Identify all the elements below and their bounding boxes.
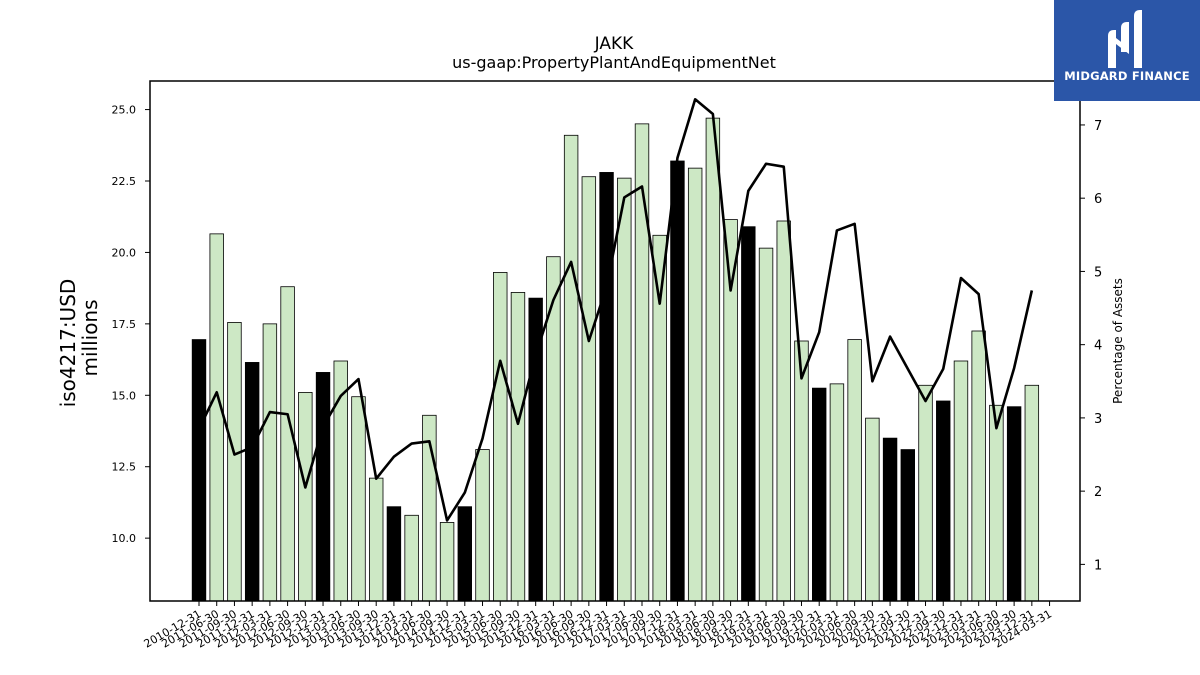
- left-axis: 10.0 12.5 15.0 17.5 20.0 22.5 25.0: [112, 104, 150, 545]
- y-tick-label: 12.5: [112, 461, 137, 474]
- bar-quarterly: [705, 117, 721, 602]
- bar-quarterly: [776, 220, 791, 602]
- y2-tick-label: 7: [1094, 119, 1102, 134]
- bar-quarterly: [758, 247, 774, 602]
- y-tick-label: 25.0: [112, 104, 137, 117]
- bar-quarterly: [953, 360, 969, 602]
- y-axis-unit-label: millions: [78, 299, 102, 376]
- bar-quarterly: [563, 134, 579, 602]
- y-axis-label: iso4217:USD: [56, 279, 80, 408]
- bar-quarterly: [404, 514, 419, 602]
- bar-quarterly: [847, 339, 862, 602]
- bar-annual: [315, 372, 331, 602]
- bar-annual: [386, 506, 402, 602]
- y2-axis-label: Percentage of Assets: [1111, 278, 1125, 404]
- bar-quarterly: [262, 323, 278, 602]
- y2-tick-label: 3: [1094, 412, 1102, 427]
- bar-annual: [244, 362, 260, 602]
- bar-quarterly: [439, 522, 455, 602]
- y-tick-label: 20.0: [112, 246, 137, 259]
- bar-quarterly: [634, 123, 650, 602]
- bar-quarterly: [971, 330, 986, 602]
- bar-quarterly: [475, 449, 490, 602]
- bar-quarterly: [1024, 384, 1040, 602]
- percentage-line: [197, 98, 1034, 522]
- line-layer: [197, 98, 1034, 522]
- bar-quarterly: [918, 384, 933, 602]
- y2-tick-label: 4: [1094, 339, 1102, 354]
- bar-group: [191, 117, 1040, 602]
- bar-quarterly: [687, 167, 703, 602]
- y-tick-label: 15.0: [112, 389, 137, 402]
- y2-tick-label: 1: [1094, 558, 1102, 573]
- y2-tick-label: 5: [1094, 265, 1102, 280]
- bar-quarterly: [546, 256, 561, 602]
- bar-annual: [900, 449, 916, 602]
- bar-quarterly: [368, 477, 384, 602]
- bar-quarterly: [510, 292, 526, 602]
- chart-title: JAKK: [594, 34, 634, 54]
- y2-tick-label: 6: [1094, 192, 1102, 207]
- x-axis: 2010-12-312011-06-302011-09-302011-12-31…: [142, 601, 1054, 651]
- bar-annual: [936, 400, 951, 602]
- right-axis: 1 2 3 4 5 6 7: [1080, 119, 1102, 573]
- bar-quarterly: [989, 404, 1004, 602]
- logo-m-icon: [1108, 10, 1142, 68]
- bar-annual: [457, 506, 473, 602]
- y2-tick-label: 2: [1094, 485, 1102, 500]
- bar-quarterly: [617, 177, 632, 602]
- bar-quarterly: [227, 322, 242, 602]
- bar-annual: [670, 160, 685, 602]
- bar-annual: [599, 172, 614, 602]
- bar-quarterly: [829, 383, 845, 602]
- y-tick-label: 10.0: [112, 532, 137, 545]
- bar-quarterly: [280, 286, 295, 602]
- chart-subtitle: us-gaap:PropertyPlantAndEquipmentNet: [452, 53, 776, 72]
- bar-quarterly: [209, 233, 224, 602]
- y-tick-label: 17.5: [112, 318, 137, 331]
- bar-annual: [191, 339, 207, 602]
- logo-text: MIDGARD FINANCE: [1064, 69, 1190, 83]
- bar-quarterly: [298, 392, 313, 602]
- bar-quarterly: [581, 176, 597, 602]
- bar-quarterly: [794, 340, 809, 602]
- bar-quarterly: [351, 396, 366, 602]
- brand-logo: MIDGARD FINANCE: [1054, 0, 1200, 101]
- bar-annual: [1006, 406, 1022, 602]
- y-tick-label: 22.5: [112, 175, 137, 188]
- bar-quarterly: [493, 272, 508, 602]
- bar-annual: [741, 226, 756, 602]
- bar-annual: [812, 387, 827, 602]
- bar-quarterly: [865, 417, 880, 602]
- bar-annual: [882, 437, 898, 602]
- bar-quarterly: [652, 234, 667, 602]
- plot-frame: [149, 80, 1081, 602]
- bar-quarterly: [723, 219, 738, 602]
